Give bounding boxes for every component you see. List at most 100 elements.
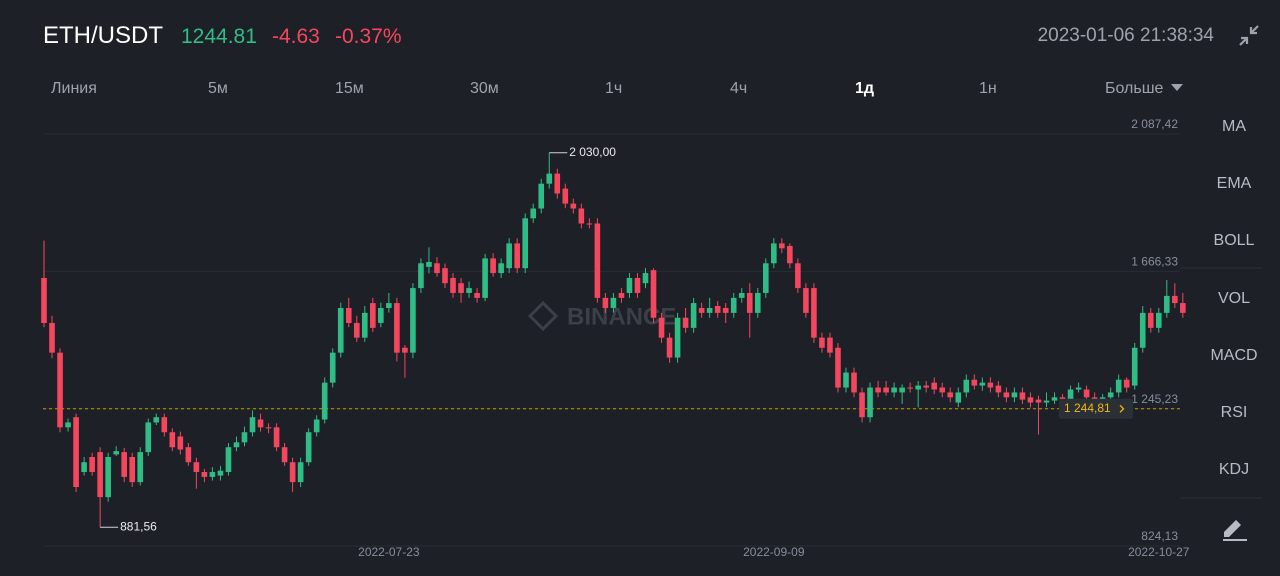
icon-part bbox=[527, 300, 559, 332]
interval-tab[interactable]: Линия bbox=[51, 80, 97, 97]
candle-body bbox=[594, 223, 601, 298]
interval-tab[interactable]: 4ч bbox=[730, 80, 748, 97]
candle-body bbox=[963, 379, 970, 393]
candle-body bbox=[466, 288, 472, 293]
candle-body bbox=[530, 208, 537, 219]
candle-body bbox=[779, 243, 785, 249]
indicator-button[interactable]: MACD bbox=[1210, 347, 1258, 364]
interval-tabs: Линия 5м 15м 30м 1ч 4ч 1д 1н Больше bbox=[0, 80, 1200, 102]
candle-body bbox=[1139, 312, 1146, 348]
candle-body bbox=[522, 218, 528, 269]
candle-body bbox=[313, 419, 320, 433]
candle-body bbox=[787, 246, 793, 264]
watermark: BINANCE bbox=[567, 303, 676, 330]
candle-body bbox=[738, 292, 745, 298]
candle-body bbox=[931, 382, 938, 390]
candle-body bbox=[233, 442, 240, 448]
y-tick-label: 1 666,33 bbox=[1131, 255, 1178, 269]
candle-body bbox=[586, 223, 593, 225]
candle-body bbox=[362, 312, 368, 338]
candle-body bbox=[81, 462, 87, 473]
candle-body bbox=[121, 452, 127, 477]
candle-body bbox=[867, 387, 873, 418]
candle-body bbox=[57, 352, 63, 428]
candle-body bbox=[730, 297, 737, 313]
candle-body bbox=[434, 263, 440, 274]
candle-body bbox=[1083, 389, 1090, 398]
candle-body bbox=[610, 297, 617, 308]
candle-body bbox=[337, 307, 344, 353]
candle-body bbox=[402, 347, 408, 353]
indicator-button[interactable]: KDJ bbox=[1218, 461, 1250, 478]
candle-body bbox=[209, 472, 216, 477]
watermark-logo bbox=[527, 300, 559, 332]
candle-body bbox=[1067, 389, 1074, 403]
candle-body bbox=[153, 417, 160, 423]
candle-body bbox=[49, 322, 55, 353]
candle-body bbox=[265, 427, 272, 429]
candle-body bbox=[1147, 312, 1154, 328]
interval-tab[interactable]: 5м bbox=[208, 80, 228, 97]
candle-body bbox=[329, 352, 336, 383]
candle-body bbox=[370, 303, 376, 328]
indicator-button[interactable]: EMA bbox=[1216, 175, 1252, 192]
interval-tab[interactable]: 1н bbox=[979, 80, 997, 97]
candle-body bbox=[498, 263, 504, 274]
candle-body bbox=[915, 385, 921, 390]
shrink-icon[interactable] bbox=[1239, 25, 1259, 46]
candle-body bbox=[297, 462, 304, 483]
candle-body bbox=[1019, 392, 1026, 400]
candle-body bbox=[851, 372, 857, 393]
candle-body bbox=[578, 208, 585, 224]
candle-body bbox=[1180, 303, 1186, 313]
candle-body bbox=[706, 307, 713, 313]
candle-body bbox=[803, 288, 809, 313]
candle-body bbox=[490, 258, 496, 274]
candle-body bbox=[257, 419, 264, 428]
interval-tab[interactable]: Больше bbox=[1105, 80, 1164, 97]
candle-body bbox=[835, 347, 841, 388]
candle-body bbox=[1172, 295, 1178, 304]
candle-body bbox=[811, 288, 817, 338]
candle-body bbox=[410, 288, 416, 353]
interval-tab[interactable]: 15м bbox=[335, 80, 364, 97]
extreme-label: 881,56 bbox=[120, 519, 157, 533]
candle-body bbox=[41, 277, 47, 323]
candle-body bbox=[289, 462, 296, 483]
candle-body bbox=[217, 470, 224, 476]
candle-body bbox=[658, 317, 665, 338]
candle-body bbox=[714, 306, 721, 313]
candle-body bbox=[249, 417, 256, 433]
candle-body bbox=[281, 447, 288, 463]
draw-icon[interactable] bbox=[1223, 520, 1247, 541]
candle-body bbox=[129, 457, 136, 483]
candle-body bbox=[1043, 400, 1050, 403]
candle-body bbox=[225, 447, 232, 473]
interval-tab[interactable]: 1ч bbox=[605, 80, 623, 97]
indicator-button[interactable]: BOLL bbox=[1213, 232, 1255, 249]
candle-body bbox=[1164, 295, 1170, 313]
candle-body bbox=[562, 188, 569, 204]
candle-body bbox=[1003, 392, 1010, 398]
candle-body bbox=[875, 387, 881, 393]
interval-tab[interactable]: 1д bbox=[855, 80, 875, 97]
candle-body bbox=[899, 387, 905, 393]
icon-part bbox=[1224, 520, 1241, 537]
indicator-button[interactable]: MA bbox=[1222, 118, 1246, 135]
interval-tab[interactable]: 30м bbox=[470, 80, 499, 97]
dropdown-arrow bbox=[1171, 84, 1183, 91]
candle-body bbox=[442, 268, 448, 284]
candle-body bbox=[1115, 379, 1122, 393]
candle-body bbox=[482, 258, 488, 298]
candle-body bbox=[955, 392, 962, 403]
candle-body bbox=[1011, 392, 1018, 398]
candle-body bbox=[1107, 392, 1114, 398]
extreme-label: 2 030,00 bbox=[569, 145, 616, 159]
x-tick-label: 2022-10-27 bbox=[1128, 545, 1190, 559]
candle-body bbox=[746, 292, 753, 313]
indicator-button[interactable]: RSI bbox=[1220, 404, 1248, 421]
candle-body bbox=[89, 457, 95, 473]
indicator-button[interactable]: VOL bbox=[1217, 290, 1250, 307]
